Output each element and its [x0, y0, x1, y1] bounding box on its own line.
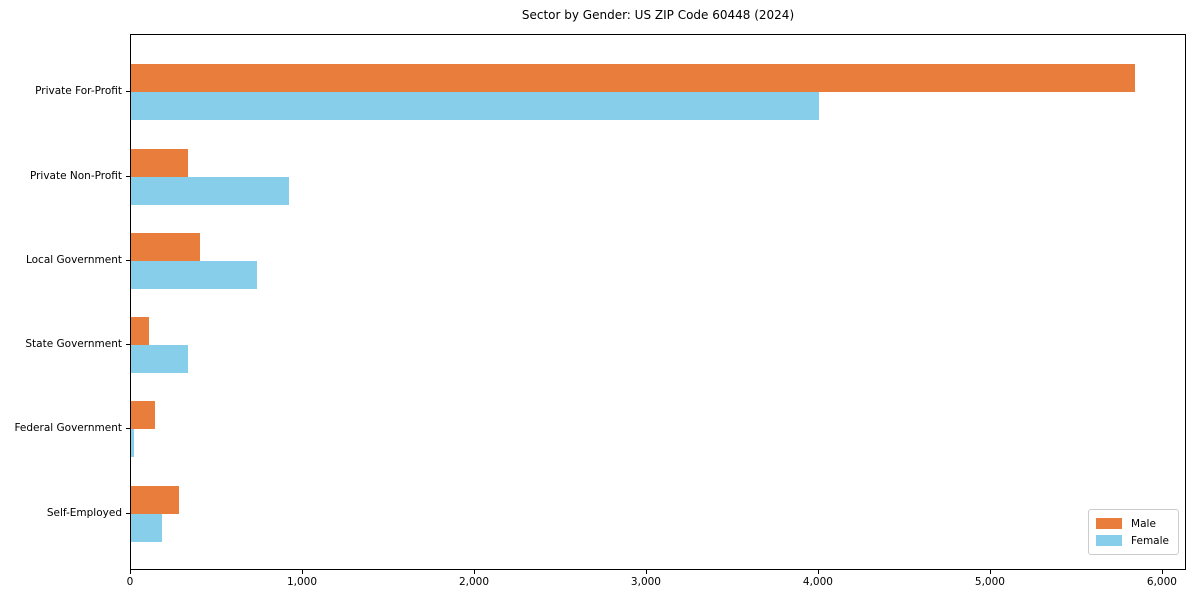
x-tick-label-5-000: 5,000: [974, 576, 1005, 588]
bar-male-state-government: [131, 317, 150, 346]
y-tick-label-federal-government: Federal Government: [14, 422, 122, 435]
y-tick-mark: [126, 344, 130, 346]
legend-label-female: Female: [1131, 534, 1169, 547]
x-tick-mark: [473, 570, 475, 574]
y-tick-label-private-non-profit: Private Non-Profit: [29, 169, 122, 182]
legend-entry-female: Female: [1096, 532, 1169, 549]
bar-female-self-employed: [131, 513, 162, 542]
x-tick-label-2-000: 2,000: [458, 576, 489, 588]
bar-male-private-for-profit: [131, 64, 1135, 93]
x-tick-label-3-000: 3,000: [630, 576, 661, 588]
bar-male-private-non-profit: [131, 148, 188, 177]
legend: Male Female: [1088, 509, 1179, 555]
y-tick-label-private-for-profit: Private For-Profit: [35, 85, 122, 98]
x-tick-label-4-000: 4,000: [802, 576, 833, 588]
bar-female-state-government: [131, 345, 188, 374]
legend-swatch-male: [1096, 518, 1123, 529]
chart-title: Sector by Gender: US ZIP Code 60448 (202…: [521, 8, 795, 22]
bar-female-federal-government: [131, 429, 135, 458]
y-tick-mark: [126, 175, 130, 177]
bar-female-private-for-profit: [131, 92, 819, 121]
x-tick-mark: [645, 570, 647, 574]
x-tick-mark: [1161, 570, 1163, 574]
bar-female-local-government: [131, 260, 257, 289]
y-tick-label-local-government: Local Government: [25, 253, 122, 266]
legend-entry-male: Male: [1096, 515, 1169, 532]
y-tick-mark: [126, 91, 130, 93]
x-tick-mark: [130, 570, 131, 574]
bar-male-self-employed: [131, 485, 180, 514]
bar-male-federal-government: [131, 401, 156, 430]
y-tick-mark: [126, 512, 130, 514]
bar-female-private-non-profit: [131, 176, 290, 205]
y-tick-mark: [126, 428, 130, 430]
bar-male-local-government: [131, 232, 200, 261]
y-tick-label-state-government: State Government: [25, 338, 122, 351]
x-tick-mark: [989, 570, 991, 574]
x-tick-mark: [301, 570, 303, 574]
x-tick-mark: [817, 570, 819, 574]
y-tick-mark: [126, 259, 130, 261]
legend-swatch-female: [1096, 535, 1123, 546]
x-tick-label-0: 0: [126, 576, 134, 588]
y-tick-label-self-employed: Self-Employed: [46, 506, 122, 519]
x-tick-label-6-000: 6,000: [1146, 576, 1177, 588]
x-tick-label-1-000: 1,000: [286, 576, 318, 588]
legend-label-male: Male: [1131, 517, 1156, 530]
plot-area: Male Female: [130, 34, 1186, 570]
